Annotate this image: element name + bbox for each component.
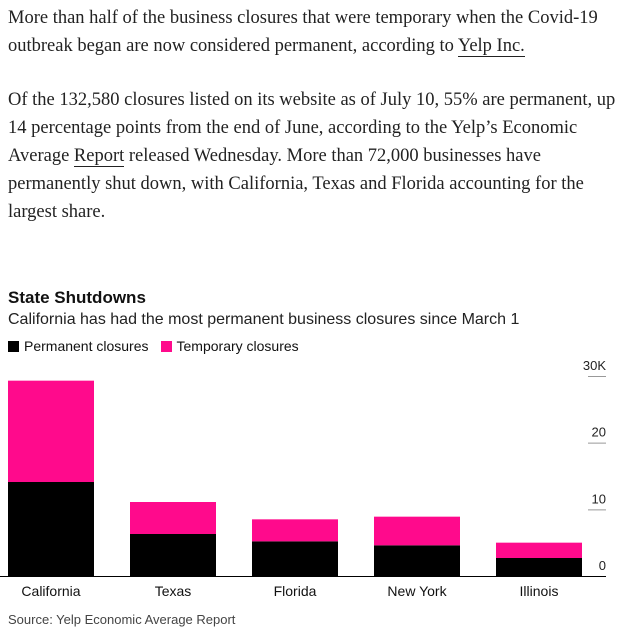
chart-plot: 0 10 20 30K California Texas Florida New York Il… bbox=[0, 358, 606, 599]
legend-label-permanent: Permanent closures bbox=[24, 338, 149, 354]
y-tick-label: 0 bbox=[599, 558, 606, 573]
report-link[interactable]: Report bbox=[73, 146, 125, 167]
bar-permanent bbox=[374, 545, 460, 576]
y-tick-label: 20 bbox=[592, 425, 606, 440]
legend-item-temporary: Temporary closures bbox=[160, 338, 299, 354]
legend-label-temporary: Temporary closures bbox=[176, 338, 299, 354]
legend-swatch-temporary bbox=[160, 340, 172, 352]
legend-item-permanent: Permanent closures bbox=[8, 338, 149, 354]
bar-permanent bbox=[8, 482, 94, 576]
bar-temporary bbox=[374, 516, 460, 546]
article-paragraph-1: More than half of the business closures … bbox=[8, 4, 620, 60]
bar-permanent bbox=[252, 541, 338, 576]
bar-permanent bbox=[130, 534, 216, 576]
yelp-link[interactable]: Yelp Inc. bbox=[457, 36, 525, 57]
bar-permanent bbox=[496, 558, 582, 576]
paragraph-2-text-end: released Wednesday. More than 72,000 bus… bbox=[8, 146, 584, 222]
article-paragraph-2: Of the 132,580 closures listed on its we… bbox=[8, 86, 620, 226]
y-tick-label: 30K bbox=[583, 358, 606, 373]
x-tick-label: New York bbox=[387, 583, 447, 599]
legend-swatch-permanent bbox=[8, 340, 19, 352]
x-tick-label: Texas bbox=[155, 583, 192, 599]
x-tick-label: California bbox=[21, 583, 80, 599]
article-body: More than half of the business closures … bbox=[8, 4, 620, 252]
bar-temporary bbox=[130, 502, 216, 534]
chart-source: Source: Yelp Economic Average Report bbox=[8, 612, 236, 627]
paragraph-2-text-start: Of the 132,580 closures listed on its we… bbox=[8, 90, 616, 166]
bar-temporary bbox=[8, 380, 94, 482]
chart-subtitle: California has had the most permanent bu… bbox=[8, 311, 520, 328]
chart-title: State Shutdowns bbox=[8, 288, 146, 307]
bar-temporary bbox=[252, 519, 338, 542]
x-tick-label: Illinois bbox=[520, 583, 559, 599]
chart-legend: Permanent closures Temporary closures bbox=[8, 338, 299, 354]
bar-temporary bbox=[496, 542, 582, 558]
x-tick-label: Florida bbox=[274, 583, 317, 599]
y-tick-label: 10 bbox=[592, 491, 606, 506]
paragraph-1-text: More than half of the business closures … bbox=[8, 8, 598, 56]
